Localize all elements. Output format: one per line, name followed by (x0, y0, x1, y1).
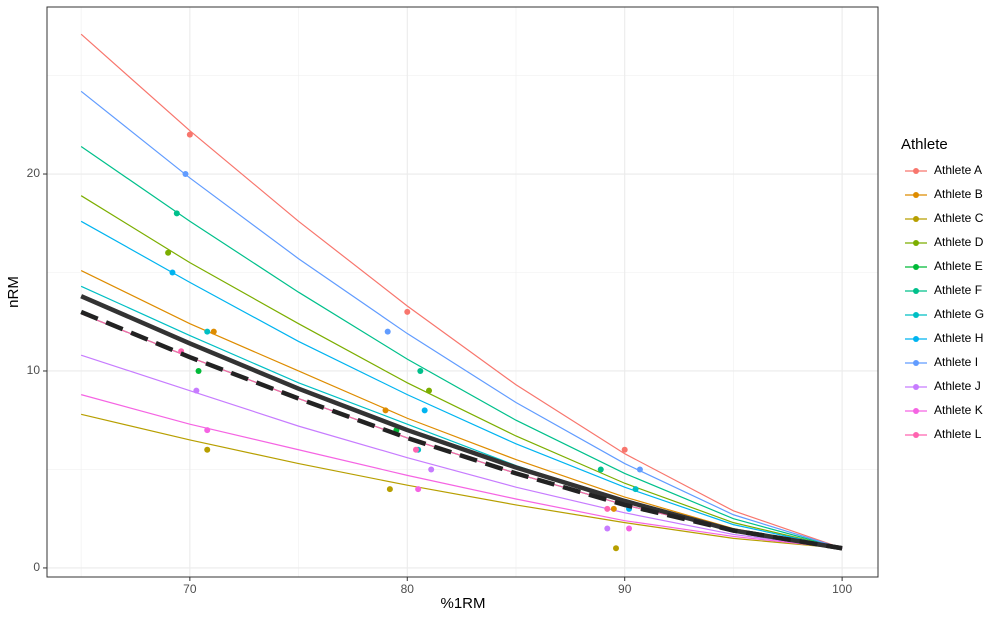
legend-key-point (913, 216, 919, 222)
legend-key-point (913, 192, 919, 198)
legend-label: Athlete A (934, 163, 982, 177)
data-point (169, 269, 176, 276)
data-point (382, 407, 389, 414)
data-point (173, 210, 180, 217)
legend-label: Athlete H (934, 331, 983, 345)
fit-line (80, 90, 843, 549)
reference-line (80, 294, 843, 551)
legend-key-point (913, 264, 919, 270)
data-point (165, 249, 172, 256)
y-axis-title: nRM (5, 276, 22, 308)
fit-line (80, 145, 843, 549)
legend-key-point (913, 312, 919, 318)
data-point (621, 446, 628, 453)
data-point (626, 525, 633, 532)
legend-label: Athlete I (934, 355, 978, 369)
data-point (597, 466, 604, 473)
data-point (604, 505, 611, 512)
legend-label: Athlete B (934, 187, 983, 201)
data-point (204, 427, 211, 434)
x-tick-label: 90 (618, 582, 632, 596)
fit-line (80, 413, 843, 549)
data-point (204, 328, 211, 335)
legend-label: Athlete J (934, 379, 981, 393)
data-point (386, 486, 393, 493)
reference-line (80, 309, 843, 551)
legend-key-point (913, 240, 919, 246)
x-tick-label: 80 (401, 582, 415, 596)
data-point (428, 466, 435, 473)
legend-label: Athlete G (934, 307, 984, 321)
legend-label: Athlete E (934, 259, 983, 273)
fit-line (80, 195, 843, 549)
data-point (426, 387, 433, 394)
data-point (193, 387, 200, 394)
legend-key-point (913, 168, 919, 174)
data-point (204, 446, 211, 453)
legend-key-point (913, 432, 919, 438)
legend-key-point (913, 336, 919, 342)
legend-key-point (913, 360, 919, 366)
data-point (417, 367, 424, 374)
data-point (636, 466, 643, 473)
data-point (195, 367, 202, 374)
legend-label: Athlete L (934, 427, 982, 441)
data-point (415, 486, 422, 493)
panel-border (46, 6, 879, 578)
data-point (186, 131, 193, 138)
y-tick-label: 10 (27, 363, 41, 377)
legend-key-point (913, 384, 919, 390)
x-axis-title: %1RM (440, 595, 485, 612)
x-tick-label: 100 (832, 582, 852, 596)
data-point (604, 525, 611, 532)
x-tick-label: 70 (183, 582, 197, 596)
legend-key-point (913, 408, 919, 414)
fit-line (80, 33, 843, 549)
data-point (404, 308, 411, 315)
data-point (182, 171, 189, 178)
legend-label: Athlete K (934, 403, 983, 417)
data-point (610, 505, 617, 512)
legend-label: Athlete D (934, 235, 984, 249)
data-point (421, 407, 428, 414)
data-point (384, 328, 391, 335)
fit-line (80, 354, 843, 549)
data-point (632, 486, 639, 493)
y-tick-label: 20 (27, 166, 41, 180)
legend-label: Athlete C (934, 211, 984, 225)
fit-line (80, 220, 843, 549)
legend-title: Athlete (901, 136, 948, 153)
legend-label: Athlete F (934, 283, 982, 297)
data-point (210, 328, 217, 335)
y-tick-label: 0 (33, 560, 40, 574)
legend-key-point (913, 288, 919, 294)
data-point (412, 446, 419, 453)
data-point (613, 545, 620, 552)
